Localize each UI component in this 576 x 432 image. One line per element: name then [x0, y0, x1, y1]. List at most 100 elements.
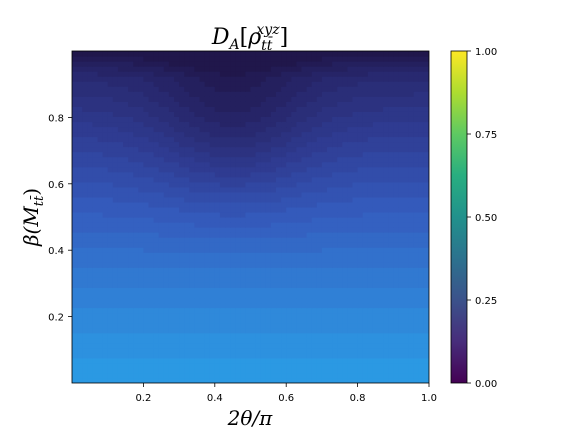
heatmap-cell — [199, 126, 206, 133]
heatmap-cell — [388, 302, 394, 309]
heatmap-cell — [214, 232, 221, 238]
heatmap-cell — [117, 297, 124, 304]
heatmap-cell — [367, 206, 374, 213]
heatmap-cell — [372, 367, 379, 374]
heatmap-cell — [209, 267, 216, 273]
heatmap-cell — [158, 101, 165, 107]
heatmap-cell — [316, 171, 323, 178]
heatmap-cell — [199, 332, 206, 339]
heatmap-cell — [107, 96, 114, 102]
heatmap-cell — [194, 166, 201, 173]
heatmap-cell — [72, 71, 78, 77]
heatmap-cell — [72, 161, 78, 168]
heatmap-cell — [199, 56, 206, 62]
heatmap-cell — [163, 191, 170, 198]
heatmap-cell — [383, 337, 389, 344]
heatmap-cell — [199, 282, 206, 289]
heatmap-cell — [199, 312, 206, 319]
heatmap-cell — [260, 342, 267, 349]
heatmap-cell — [153, 146, 160, 153]
heatmap-cell — [230, 307, 236, 314]
heatmap-cell — [123, 111, 129, 117]
heatmap-cell — [189, 247, 195, 253]
heatmap-cell — [87, 332, 93, 339]
heatmap-cell — [219, 307, 226, 314]
heatmap-cell — [388, 362, 394, 369]
heatmap-cell — [194, 267, 201, 273]
heatmap-cell — [240, 337, 246, 344]
heatmap-cell — [72, 116, 78, 123]
heatmap-cell — [352, 166, 359, 173]
heatmap-cell — [357, 181, 364, 188]
heatmap-cell — [423, 206, 429, 213]
heatmap-cell — [332, 257, 338, 263]
heatmap-cell — [327, 201, 333, 208]
heatmap-cell — [250, 201, 257, 208]
heatmap-cell — [204, 181, 211, 188]
heatmap-cell — [240, 342, 246, 349]
heatmap-cell — [204, 66, 211, 72]
heatmap-cell — [112, 211, 119, 218]
heatmap-cell — [383, 66, 389, 72]
heatmap-cell — [194, 272, 201, 278]
heatmap-cell — [87, 101, 93, 107]
heatmap-cell — [87, 327, 93, 334]
heatmap-cell — [133, 131, 139, 138]
heatmap-cell — [281, 257, 287, 263]
heatmap-cell — [265, 121, 272, 128]
heatmap-cell — [194, 352, 201, 359]
heatmap-cell — [372, 332, 379, 339]
heatmap-cell — [337, 352, 343, 359]
heatmap-cell — [291, 121, 297, 128]
heatmap-cell — [97, 196, 104, 203]
heatmap-cell — [117, 242, 124, 248]
heatmap-cell — [281, 332, 287, 339]
heatmap-cell — [107, 196, 114, 203]
heatmap-cell — [138, 121, 144, 128]
heatmap-cell — [194, 91, 201, 97]
heatmap-cell — [378, 242, 384, 248]
heatmap-cell — [393, 61, 399, 67]
heatmap-cell — [143, 272, 150, 278]
heatmap-cell — [378, 292, 384, 299]
heatmap-cell — [72, 81, 78, 87]
heatmap-cell — [199, 307, 206, 314]
heatmap-cell — [138, 111, 144, 117]
heatmap-cell — [367, 287, 374, 294]
heatmap-cell — [209, 352, 216, 359]
heatmap-cell — [270, 61, 277, 67]
heatmap-cell — [107, 131, 114, 138]
heatmap-cell — [133, 106, 139, 112]
heatmap-cell — [87, 232, 93, 238]
heatmap-cell — [102, 362, 109, 369]
heatmap-cell — [199, 171, 206, 178]
heatmap-cell — [87, 342, 93, 349]
heatmap-cell — [77, 362, 83, 369]
heatmap-cell — [260, 201, 267, 208]
heatmap-cell — [219, 262, 226, 268]
heatmap-cell — [82, 332, 88, 339]
heatmap-cell — [306, 232, 313, 238]
heatmap-cell — [245, 146, 252, 153]
heatmap-cell — [301, 317, 308, 324]
heatmap-cell — [72, 126, 78, 133]
heatmap-cell — [281, 201, 287, 208]
heatmap-cell — [403, 81, 410, 87]
heatmap-cell — [158, 327, 165, 334]
heatmap-cell — [342, 96, 348, 102]
heatmap-cell — [112, 367, 119, 374]
heatmap-cell — [418, 161, 425, 168]
heatmap-cell — [72, 292, 78, 299]
heatmap-cell — [372, 337, 379, 344]
heatmap-cell — [265, 232, 272, 238]
heatmap-cell — [117, 232, 124, 238]
heatmap-cell — [219, 211, 226, 218]
heatmap-cell — [276, 287, 282, 294]
heatmap-cell — [327, 101, 333, 107]
heatmap-cell — [332, 51, 338, 57]
heatmap-cell — [291, 237, 297, 243]
heatmap-cell — [97, 146, 104, 153]
heatmap-cell — [321, 101, 328, 107]
heatmap-cell — [123, 277, 129, 283]
heatmap-cell — [107, 166, 114, 173]
